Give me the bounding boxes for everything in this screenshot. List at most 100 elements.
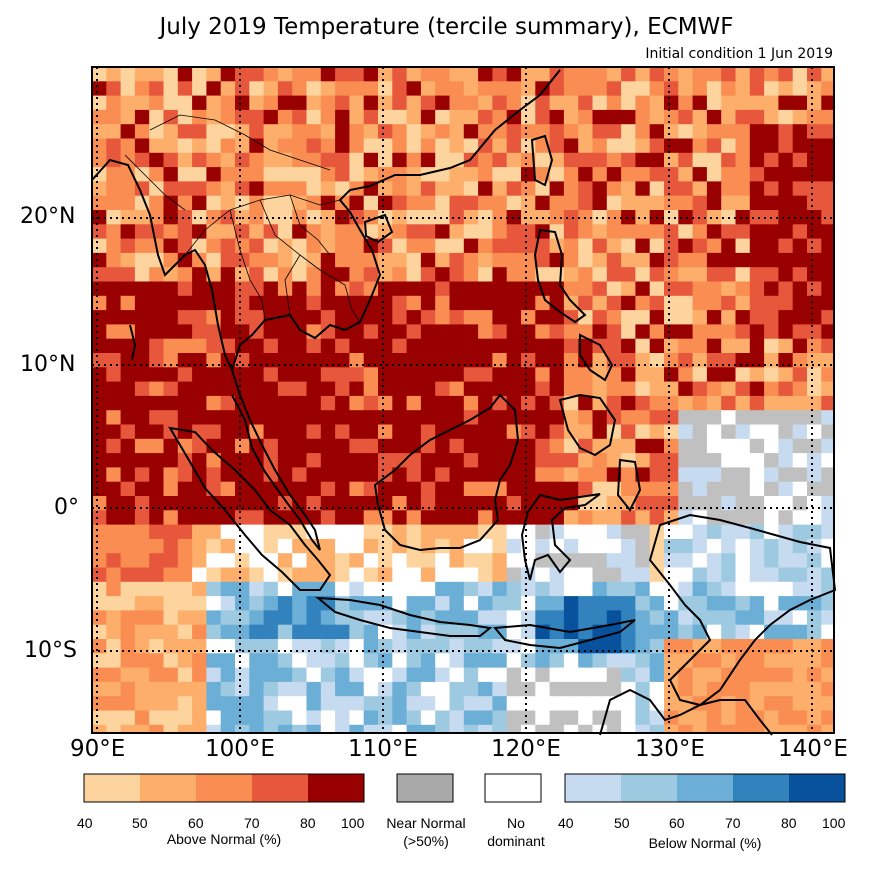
grid-cell: [249, 81, 265, 97]
grid-cell: [535, 238, 551, 254]
grid-cell: [463, 338, 479, 354]
coastlines: [91, 69, 837, 736]
grid-cell: [320, 610, 336, 626]
grid-cell: [678, 724, 694, 733]
grid-cell: [492, 195, 508, 211]
grid-cell: [649, 467, 665, 483]
grid-cell: [649, 95, 665, 111]
grid-cell: [478, 338, 493, 354]
grid-cell: [749, 567, 765, 583]
grid-cell: [192, 410, 207, 426]
grid-cell: [807, 581, 822, 597]
grid-cell: [592, 453, 608, 468]
grid-cell: [506, 524, 522, 540]
grid-cell: [535, 438, 551, 454]
grid-cell: [706, 95, 722, 111]
grid-cell: [478, 124, 493, 140]
grid-cell: [563, 453, 579, 468]
grid-cell: [134, 124, 150, 140]
grid-cell: [549, 553, 565, 569]
grid-cell: [349, 496, 365, 511]
grid-cell: [149, 453, 165, 468]
grid-cell: [735, 281, 751, 297]
grid-cell: [277, 467, 293, 483]
grid-cell: [778, 124, 794, 140]
grid-cell: [721, 267, 737, 283]
grid-cell: [749, 481, 765, 497]
grid-cell: [263, 152, 279, 168]
grid-cell: [163, 467, 179, 483]
grid-cell: [378, 610, 393, 626]
grid-cell: [492, 252, 508, 268]
grid-cell: [192, 138, 207, 154]
grid-cell: [220, 210, 236, 225]
grid-cell: [635, 310, 651, 325]
grid-cell: [807, 224, 822, 240]
grid-cell: [306, 395, 322, 411]
grid-cell: [606, 639, 622, 654]
grid-cell: [163, 281, 179, 297]
grid-cell: [449, 181, 465, 197]
grid-cell: [649, 295, 665, 311]
grid-cell: [664, 167, 679, 182]
grid-cell: [335, 395, 350, 411]
grid-cell: [220, 567, 236, 583]
grid-cell: [134, 510, 150, 526]
grid-cell: [277, 281, 293, 297]
grid-cell: [277, 238, 293, 254]
grid-cell: [735, 438, 751, 454]
grid-cell: [149, 538, 165, 554]
grid-cell: [606, 567, 622, 583]
grid-cell: [378, 252, 393, 268]
grid-cell: [349, 395, 365, 411]
grid-cell: [306, 138, 322, 154]
grid-cell: [721, 538, 737, 554]
grid-cell: [664, 124, 679, 140]
grid-cell: [378, 295, 393, 311]
grid-cell: [706, 410, 722, 426]
grid-cell: [249, 281, 265, 297]
grid-cell: [349, 324, 365, 340]
grid-cell: [478, 681, 493, 697]
grid-cell: [535, 510, 551, 526]
grid-cell: [807, 295, 822, 311]
grid-cell: [792, 424, 808, 440]
grid-cell: [678, 367, 694, 383]
grid-cell: [449, 710, 465, 726]
grid-cell: [349, 653, 365, 669]
grid-cell: [749, 724, 765, 733]
grid-cell: [778, 453, 794, 468]
grid-cell: [306, 596, 322, 611]
grid-cell: [149, 596, 165, 611]
grid-cell: [392, 367, 408, 383]
grid-cell: [206, 124, 222, 140]
grid-cell: [635, 252, 651, 268]
grid-cell: [449, 81, 465, 97]
grid-cell: [563, 295, 579, 311]
grid-cell: [578, 109, 594, 125]
grid-cell: [735, 267, 751, 283]
grid-cell: [220, 152, 236, 168]
grid-cell: [420, 524, 436, 540]
grid-cell: [463, 252, 479, 268]
grid-cell: [106, 295, 122, 311]
grid-cell: [621, 667, 636, 683]
grid-cell: [149, 67, 165, 82]
grid-cell: [635, 67, 651, 82]
grid-cell: [149, 496, 165, 511]
grid-cell: [678, 681, 694, 697]
grid-cell: [406, 567, 422, 583]
legend-above-caption: Above Normal (%): [166, 831, 282, 847]
grid-cell: [764, 410, 779, 426]
grid-cell: [492, 224, 508, 240]
grid-cell: [349, 724, 365, 733]
grid-cell: [220, 195, 236, 211]
grid-cell: [335, 167, 350, 182]
grid-cell: [721, 410, 737, 426]
grid-cell: [335, 538, 350, 554]
grid-cell: [277, 95, 293, 111]
grid-cell: [592, 681, 608, 697]
grid-cell: [606, 152, 622, 168]
grid-cell: [692, 353, 708, 368]
grid-cell: [821, 653, 834, 669]
